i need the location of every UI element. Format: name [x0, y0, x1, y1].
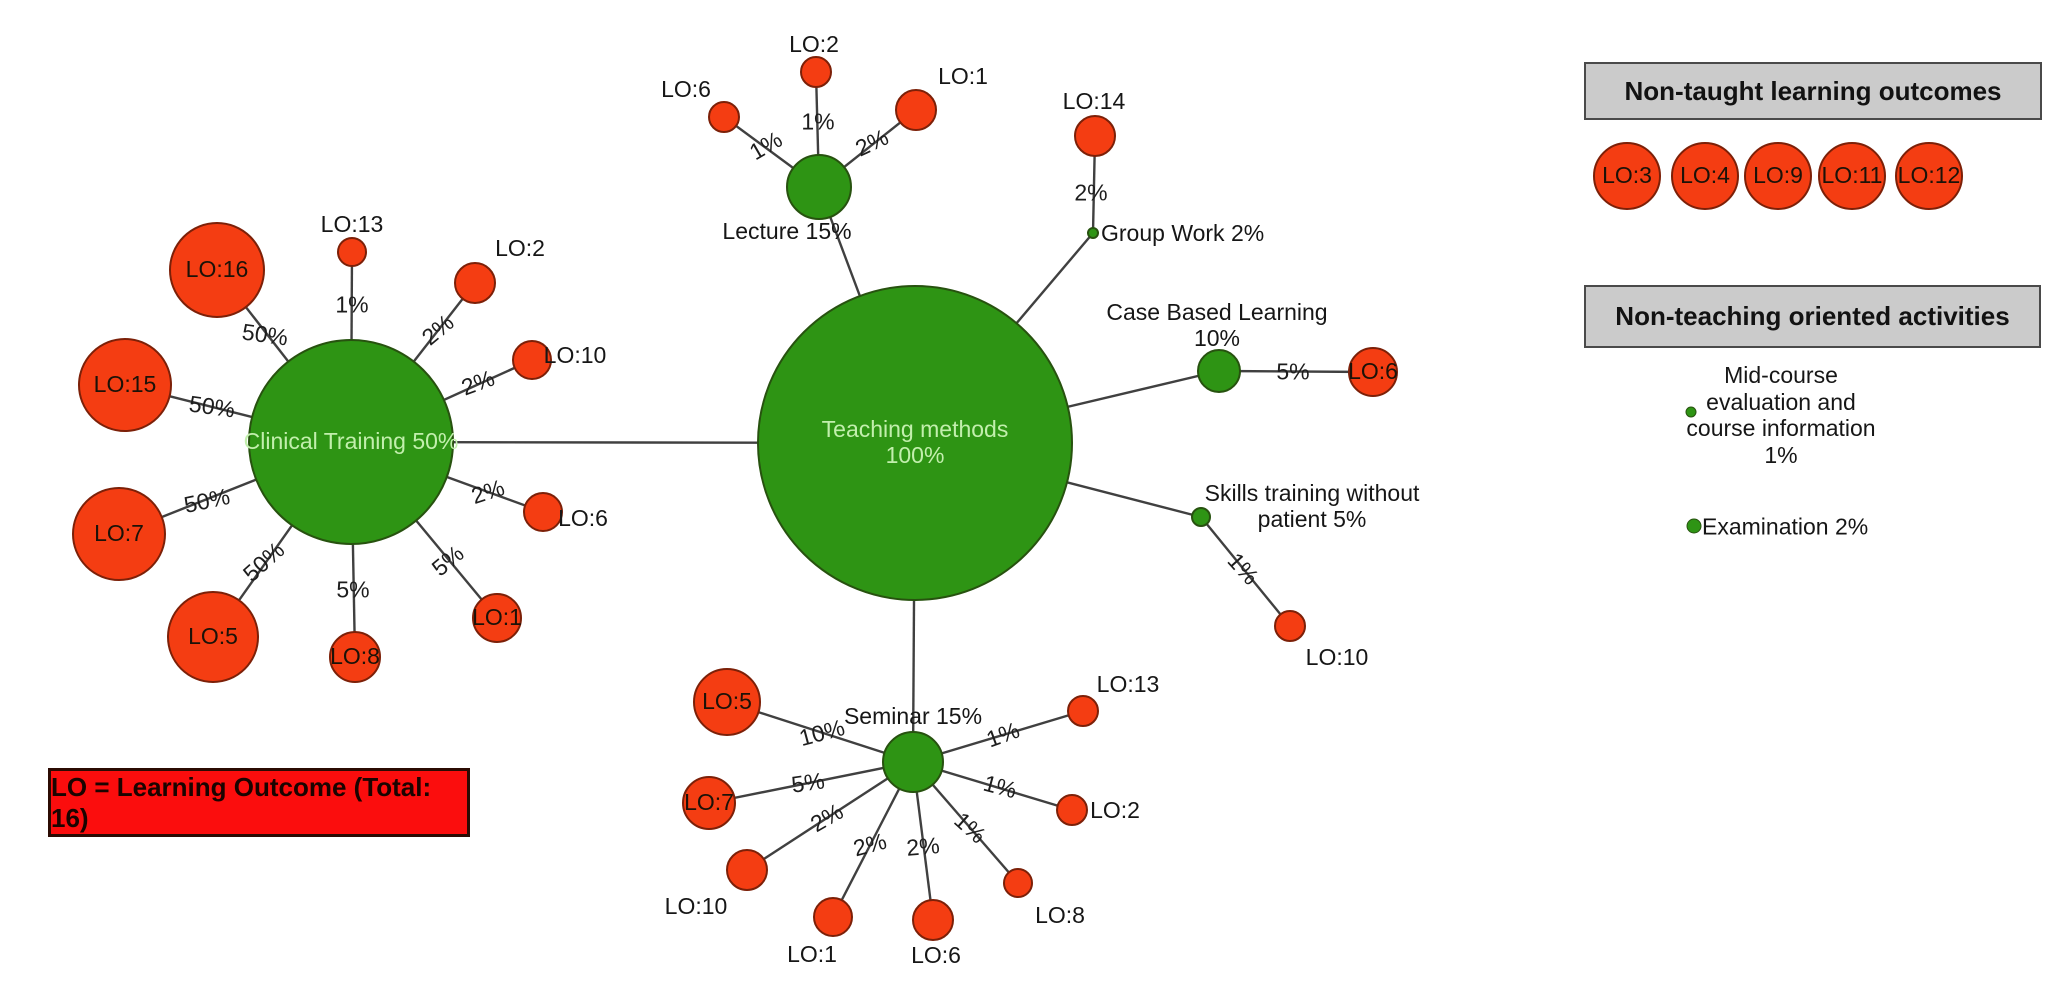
node-label-cl_lo13: LO:13: [320, 210, 384, 237]
edge-seminar-sem_lo7: [708, 760, 914, 805]
node-seminar: [882, 731, 944, 793]
edge-label-seminar-sem_lo6: 2%: [905, 832, 941, 861]
node-label-cl_lo1: LO:1: [472, 604, 522, 631]
node-label-nt_lo3: LO:3: [1602, 162, 1652, 189]
edge-label-lecture-lec_lo2: 1%: [801, 108, 835, 135]
node-label-cl_lo15: LO:15: [93, 371, 157, 398]
node-label-cbl_lo6: LO:6: [1348, 358, 1398, 385]
node-label-skills: Skills training without patient 5%: [1204, 479, 1420, 532]
node-label-cl_lo7: LO:7: [94, 520, 144, 547]
mid-course-line-2: evaluation and: [1706, 388, 1856, 415]
node-cl_lo1: LO:1: [472, 593, 522, 643]
node-sem_lo5: LO:5: [693, 668, 761, 736]
node-label-nt_lo4: LO:4: [1680, 162, 1730, 189]
node-label-lecture: Lecture 15%: [722, 217, 852, 244]
node-cl_lo5: LO:5: [167, 591, 259, 683]
node-lec_lo1: [895, 89, 937, 131]
node-nt_lo9: LO:9: [1744, 142, 1812, 210]
node-label-gw_lo14: LO:14: [1062, 87, 1126, 114]
mid-course-line-1: Mid-course: [1724, 362, 1838, 388]
mid-course-node-dot-icon: [1685, 406, 1697, 418]
edge-skills-sk_lo10: [1200, 516, 1291, 627]
non-taught-panel-title: Non-taught learning outcomes: [1624, 75, 2002, 106]
non-teaching-panel-title: Non-teaching oriented activities: [1615, 301, 2010, 331]
node-label-sem_lo2: LO:2: [1090, 796, 1140, 823]
node-sem_lo7: LO:7: [682, 776, 736, 830]
node-sk_lo10: [1274, 610, 1306, 642]
mid-course-evaluation-label: Mid-course evaluation and course informa…: [1686, 362, 1875, 469]
edge-label-clinical-cl_lo13: 1%: [335, 291, 369, 318]
edge-label-clinical-cl_lo8: 5%: [336, 576, 370, 603]
node-label-cl_lo6: LO:6: [558, 504, 608, 531]
node-label-lec_lo1: LO:1: [938, 62, 988, 89]
edge-cbl-cbl_lo6: [1218, 369, 1374, 374]
node-label-sem_lo7: LO:7: [684, 789, 734, 816]
node-cbl_lo6: LO:6: [1348, 347, 1398, 397]
non-teaching-panel-header: Non-teaching oriented activities: [1584, 285, 2041, 348]
node-label-cl_lo10: LO:10: [543, 341, 607, 368]
node-label-cl_lo5: LO:5: [188, 623, 238, 650]
node-cl_lo16: LO:16: [169, 222, 265, 318]
mid-course-line-4: 1%: [1764, 442, 1798, 469]
node-cl_lo2: [454, 262, 496, 304]
node-label-cl_lo16: LO:16: [185, 256, 249, 283]
node-label-sem_lo10: LO:10: [664, 892, 728, 919]
node-cl_lo6: [523, 492, 563, 532]
node-sem_lo13: [1067, 695, 1099, 727]
node-cl_lo10: [512, 340, 552, 380]
node-clinical: Clinical Training 50%: [244, 339, 458, 545]
examination-label: Examination 2%: [1702, 513, 1869, 540]
node-label-clinical: Clinical Training 50%: [243, 428, 459, 455]
node-nt_lo4: LO:4: [1671, 142, 1739, 210]
edge-seminar-sem_lo10: [746, 760, 914, 872]
node-label-lec_lo6: LO:6: [661, 75, 711, 102]
node-label-sem_lo13: LO:13: [1096, 670, 1160, 697]
node-label-seminar: Seminar 15%: [843, 702, 983, 729]
node-sem_lo1: [813, 897, 853, 937]
node-label-cbl: Case Based Learning 10%: [1106, 298, 1328, 351]
legend-label: LO = Learning Outcome (Total: 16): [51, 771, 432, 833]
node-lec_lo6: [708, 101, 740, 133]
edge-label-cbl-cbl_lo6: 5%: [1276, 358, 1310, 385]
node-label-groupwork: Group Work 2%: [1101, 219, 1265, 246]
node-label-sk_lo10: LO:10: [1305, 643, 1369, 670]
edge-label-seminar-sem_lo7: 5%: [789, 767, 827, 798]
node-cbl: [1197, 349, 1241, 393]
node-sem_lo10: [726, 849, 768, 891]
node-label-nt_lo11: LO:11: [1821, 162, 1883, 189]
node-label-lec_lo2: LO:2: [789, 30, 839, 57]
node-gw_lo14: [1074, 115, 1116, 157]
node-nt_lo11: LO:11: [1818, 142, 1886, 210]
node-sem_lo2: [1056, 794, 1088, 826]
legend-box: LO = Learning Outcome (Total: 16): [48, 768, 470, 837]
node-label-cl_lo2: LO:2: [495, 234, 545, 261]
mid-course-line-3: course information: [1686, 415, 1876, 442]
node-label-nt_lo12: LO:12: [1897, 162, 1961, 189]
node-nt_lo3: LO:3: [1593, 142, 1661, 210]
node-cl_lo13: [337, 237, 367, 267]
node-lec_lo2: [800, 56, 832, 88]
node-label-sem_lo6: LO:6: [911, 941, 961, 968]
node-groupwork: [1087, 227, 1099, 239]
non-taught-panel-header: Non-taught learning outcomes: [1584, 62, 2042, 120]
node-teaching: Teaching methods 100%: [757, 285, 1073, 601]
edge-label-groupwork-gw_lo14: 2%: [1074, 179, 1108, 206]
node-label-sem_lo8: LO:8: [1035, 901, 1085, 928]
node-sem_lo6: [912, 899, 954, 941]
node-label-sem_lo5: LO:5: [702, 688, 752, 715]
node-nt_lo12: LO:12: [1895, 142, 1963, 210]
node-lecture: [786, 154, 852, 220]
examination-node-dot-icon: [1686, 518, 1702, 534]
node-label-teaching: Teaching methods 100%: [821, 416, 1009, 468]
node-cl_lo15: LO:15: [78, 338, 172, 432]
node-cl_lo8: LO:8: [329, 631, 381, 683]
node-label-sem_lo1: LO:1: [787, 940, 837, 967]
node-label-nt_lo9: LO:9: [1753, 162, 1803, 189]
node-cl_lo7: LO:7: [72, 487, 166, 581]
node-label-cl_lo8: LO:8: [330, 643, 380, 670]
node-sem_lo8: [1003, 868, 1033, 898]
node-skills: [1191, 507, 1211, 527]
